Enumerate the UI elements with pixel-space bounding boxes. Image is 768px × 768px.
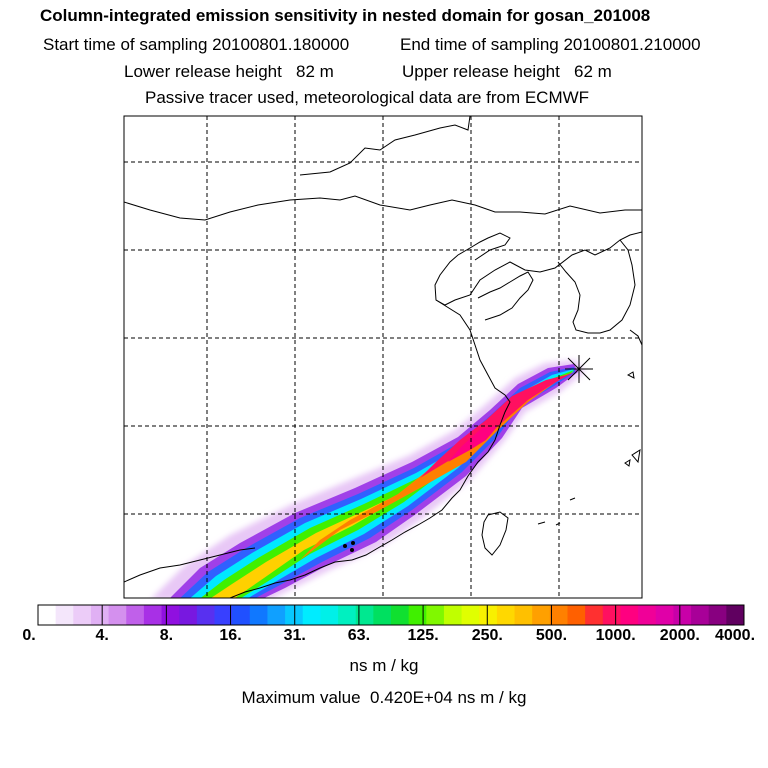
lake-dot-1	[343, 544, 347, 548]
colorbar-tick-label: 500.	[535, 627, 568, 644]
colorbar-cell	[655, 605, 674, 625]
colorbar-cell	[408, 605, 427, 625]
colorbar-tick-label: 16.	[219, 627, 242, 644]
colorbar-cell	[338, 605, 357, 625]
coast-china-east	[351, 299, 511, 561]
colorbar-cell	[620, 605, 639, 625]
colorbar-cell	[126, 605, 145, 625]
colorbar-tick-label: 8.	[159, 627, 174, 644]
release-site-marker	[565, 355, 593, 383]
colorbar-cell	[232, 605, 251, 625]
colorbar-cell	[479, 605, 498, 625]
colorbar-cell	[567, 605, 586, 625]
plume-layer	[152, 360, 585, 598]
colorbar-cell	[90, 605, 110, 625]
colorbar-cell	[355, 605, 374, 625]
colorbar-cell	[461, 605, 480, 625]
coast-south	[226, 559, 353, 598]
coast-korea-west	[557, 239, 636, 334]
colorbar-cell	[55, 605, 74, 625]
colorbar-cell	[179, 605, 198, 625]
japan-islands-1	[626, 371, 635, 379]
colorbar-cell	[638, 605, 657, 625]
coast-shandong	[477, 271, 534, 321]
taiwan	[481, 511, 509, 556]
upper-height-label: Upper release height 62 m	[402, 62, 612, 81]
colorbar-cell	[691, 605, 710, 625]
coastlines	[124, 116, 642, 598]
japan-islands-3	[624, 459, 631, 467]
colorbar-cell	[726, 605, 745, 625]
map-frame	[123, 115, 643, 599]
border-north	[299, 116, 471, 176]
lake-dot-3	[350, 548, 354, 552]
colorbar-cell	[302, 605, 321, 625]
colorbar-tick-label: 125.	[407, 627, 439, 644]
colorbar-frame	[37, 604, 745, 626]
colorbar-cell	[373, 605, 392, 625]
plume-band-125	[200, 370, 574, 598]
colorbar-tick-label: 2000.	[659, 627, 700, 644]
colorbar-cell	[214, 605, 233, 625]
colorbar-cell	[549, 605, 568, 625]
colorbar-cell	[496, 605, 516, 625]
colorbar-cell	[426, 605, 445, 625]
colorbar-tick-label: 1000.	[595, 627, 636, 644]
colorbar-tick-label: 63.	[347, 627, 371, 644]
colorbar-cell	[285, 605, 304, 625]
colorbar-cell	[585, 605, 604, 625]
border-korea	[434, 231, 642, 306]
colorbar-cell	[196, 605, 215, 625]
colorbar-cell	[267, 605, 286, 625]
colorbar-tick-label: 250.	[471, 627, 503, 644]
border-mid	[124, 195, 642, 221]
colorbar-cell	[161, 605, 180, 625]
japan-islands-2	[631, 448, 641, 464]
colorbar-cell	[602, 605, 621, 625]
colorbar-cell	[320, 605, 339, 625]
japan-kyushu	[629, 329, 642, 346]
tracer-note: Passive tracer used, meteorological data…	[145, 88, 590, 107]
colorbar-cell	[514, 605, 533, 625]
map-title: Column-integrated emission sensitivity i…	[40, 6, 651, 25]
end-time-label: End time of sampling 20100801.210000	[400, 35, 701, 54]
plume-band-31	[190, 369, 574, 598]
colorbar-cell	[249, 605, 268, 625]
colorbar-tick-label: 4000.	[714, 627, 756, 644]
coast-southwest	[124, 547, 256, 583]
colorbar-cell	[708, 605, 727, 625]
colorbar-units: ns m / kg	[349, 656, 419, 675]
lower-height-label: Lower release height 82 m	[124, 62, 334, 81]
start-time-label: Start time of sampling 20100801.180000	[43, 35, 350, 54]
colorbar-cell	[73, 605, 92, 625]
colorbar-cell	[108, 605, 127, 625]
colorbar-cell	[38, 605, 57, 625]
plume-band-4000	[448, 426, 498, 462]
colorbar-cell	[391, 605, 410, 625]
colorbar-cell	[443, 605, 463, 625]
colorbar-tick-label: 0.	[22, 627, 36, 644]
max-value-label: Maximum value 0.420E+04 ns m / kg	[241, 688, 527, 707]
lat-lon-grid	[124, 116, 642, 598]
colorbar-cell	[532, 605, 551, 625]
colorbar-tick-label: 4.	[95, 627, 109, 644]
colorbar-cell	[673, 605, 692, 625]
lake-dot-2	[351, 541, 355, 545]
colorbar-tick-label: 31.	[283, 627, 306, 644]
colorbar-cell	[143, 605, 163, 625]
